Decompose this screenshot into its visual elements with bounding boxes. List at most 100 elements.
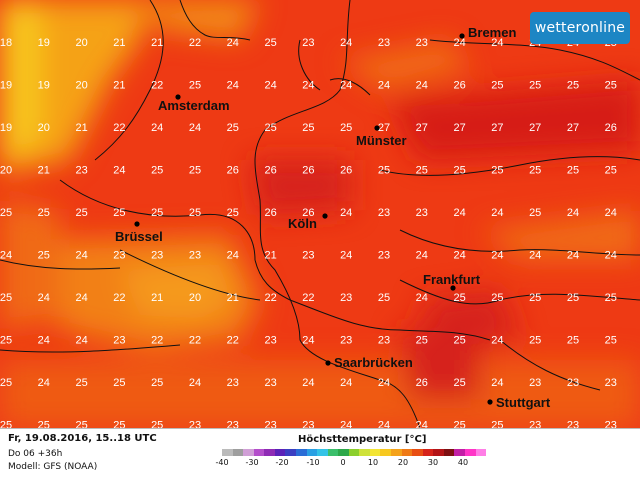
temperature-value: 21	[113, 80, 125, 92]
model-run: Do 06 +36h	[8, 449, 63, 459]
temperature-value: 24	[416, 420, 428, 429]
legend-tick: -10	[306, 458, 320, 467]
temperature-value: 23	[264, 335, 276, 347]
temperature-value: 24	[302, 377, 314, 389]
temperature-value: 21	[264, 250, 276, 262]
temperature-value: 27	[378, 122, 390, 134]
legend-tick: 10	[367, 458, 379, 467]
city-marker[interactable]: Münster	[356, 125, 407, 148]
temperature-value: 21	[151, 292, 163, 304]
temperature-value: 24	[529, 250, 541, 262]
temperature-value: 25	[491, 292, 503, 304]
temperature-value: 25	[567, 80, 579, 92]
temperature-value: 27	[567, 122, 579, 134]
temperature-value: 25	[0, 207, 12, 219]
temperature-value: 25	[567, 335, 579, 347]
city-marker[interactable]: Köln	[288, 213, 328, 231]
temperature-value: 23	[378, 37, 390, 49]
temperature-value: 26	[264, 207, 276, 219]
temperature-value: 23	[264, 377, 276, 389]
legend-tick: 0	[340, 458, 346, 467]
temperature-value: 27	[491, 122, 503, 134]
city-label: Amsterdam	[158, 98, 230, 113]
temperature-value: 24	[340, 420, 352, 429]
temperature-value: 24	[38, 377, 50, 389]
temperature-value: 19	[38, 80, 50, 92]
temperature-value: 22	[189, 335, 201, 347]
temperature-value: 25	[453, 165, 465, 177]
temperature-value: 22	[113, 292, 125, 304]
temperature-value: 25	[529, 335, 541, 347]
temperature-value: 25	[75, 207, 87, 219]
temperature-value: 24	[340, 377, 352, 389]
temperature-value: 24	[0, 250, 12, 262]
temperature-value: 23	[605, 377, 617, 389]
legend-swatch	[433, 449, 444, 456]
temperature-value: 23	[189, 250, 201, 262]
temperature-value: 20	[38, 122, 50, 134]
city-marker[interactable]: Bremen	[459, 25, 516, 40]
temperature-value: 20	[75, 37, 87, 49]
city-marker[interactable]: Amsterdam	[158, 94, 230, 113]
temperature-value: 25	[75, 377, 87, 389]
temperature-value: 23	[302, 37, 314, 49]
temperature-value: 25	[453, 420, 465, 429]
temperature-value: 24	[340, 207, 352, 219]
temperature-value: 23	[113, 335, 125, 347]
temperature-value: 24	[38, 292, 50, 304]
temperature-value: 27	[529, 122, 541, 134]
legend-swatch	[454, 449, 465, 456]
temperature-value: 25	[453, 377, 465, 389]
temperature-value: 26	[302, 207, 314, 219]
temperature-value: 24	[302, 80, 314, 92]
temperature-value: 24	[378, 420, 390, 429]
temperature-value: 21	[227, 292, 239, 304]
legend-ticks: -40 -30 -20 -10 0 10 20 30 40	[210, 458, 480, 470]
temperature-value: 25	[453, 292, 465, 304]
temperature-value: 24	[378, 377, 390, 389]
temperature-value: 20	[0, 165, 12, 177]
temperature-map[interactable]: 18 19 20 21 21 22 24 25 23 24 23 23 24 24 24 24 25 19 19 20…	[0, 0, 640, 428]
legend-swatch	[317, 449, 328, 456]
legend-swatch	[391, 449, 402, 456]
legend-swatch	[285, 449, 296, 456]
temperature-value: 25	[151, 420, 163, 429]
legend-swatch	[274, 449, 286, 456]
legend-tick: -30	[245, 458, 259, 467]
city-marker[interactable]: Stuttgart	[487, 395, 551, 410]
temperature-value: 25	[38, 250, 50, 262]
temperature-value: 25	[151, 165, 163, 177]
temperature-value: 24	[302, 335, 314, 347]
temperature-value-grid: 18 19 20 21 21 22 24 25 23 24 23 23 24 24 24 24 25 19 19 20…	[0, 37, 617, 428]
temperature-value: 24	[605, 207, 617, 219]
temperature-value: 25	[605, 292, 617, 304]
temperature-value: 23	[264, 420, 276, 429]
temperature-value: 24	[491, 335, 503, 347]
temperature-value: 21	[75, 122, 87, 134]
temperature-value: 25	[529, 80, 541, 92]
city-marker[interactable]: Brüssel	[115, 221, 163, 244]
temperature-value: 25	[529, 292, 541, 304]
temperature-value: 24	[453, 207, 465, 219]
city-marker[interactable]: Frankfurt	[423, 272, 481, 291]
country-borders	[0, 0, 640, 428]
forecast-date: Fr, 19.08.2016, 15..18 UTC	[8, 433, 157, 444]
temperature-value: 24	[151, 122, 163, 134]
temperature-value: 23	[378, 335, 390, 347]
temperature-value: 25	[453, 335, 465, 347]
temperature-value: 19	[0, 122, 12, 134]
temperature-value: 27	[453, 122, 465, 134]
temperature-value: 25	[0, 335, 12, 347]
legend-tick: -20	[275, 458, 289, 467]
temperature-value: 24	[416, 250, 428, 262]
temperature-value: 25	[491, 420, 503, 429]
legend-tick: 20	[397, 458, 409, 467]
temperature-value: 24	[75, 335, 87, 347]
temperature-value: 24	[340, 80, 352, 92]
city-label: Frankfurt	[423, 272, 481, 287]
city-marker[interactable]: Saarbrücken	[325, 355, 413, 370]
temperature-value: 23	[189, 420, 201, 429]
temperature-value: 23	[529, 420, 541, 429]
temperature-value: 23	[113, 250, 125, 262]
wetteronline-logo[interactable]: wetteronline	[530, 12, 630, 44]
